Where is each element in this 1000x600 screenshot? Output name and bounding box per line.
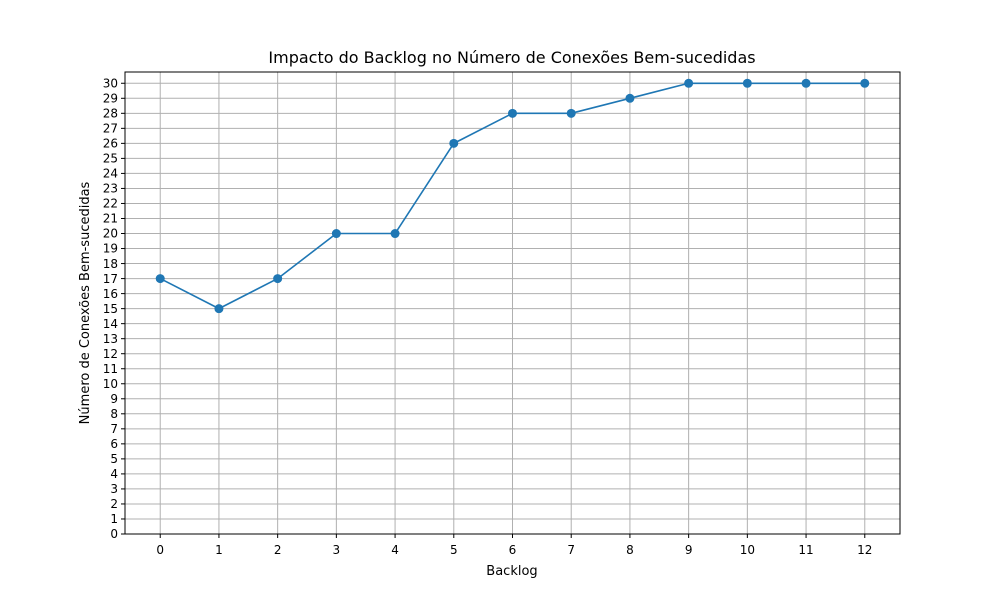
y-tick-label: 25	[103, 152, 118, 166]
y-tick-label: 17	[103, 272, 118, 286]
y-tick-label: 26	[103, 137, 118, 151]
y-tick-label: 24	[103, 167, 118, 181]
y-tick-label: 2	[110, 497, 118, 511]
y-tick-label: 5	[110, 452, 118, 466]
y-tick-label: 7	[110, 422, 118, 436]
x-tick-label: 7	[567, 543, 575, 557]
data-point	[449, 138, 459, 148]
x-tick-label: 4	[391, 543, 399, 557]
data-point	[155, 274, 165, 284]
y-tick-label: 3	[110, 482, 118, 496]
data-point	[390, 229, 400, 239]
y-tick-label: 14	[103, 317, 118, 331]
y-tick-label: 29	[103, 91, 118, 105]
y-tick-label: 19	[103, 242, 118, 256]
y-tick-label: 8	[110, 407, 118, 421]
data-point	[860, 78, 870, 88]
data-point	[214, 304, 224, 314]
y-axis: 0123456789101112131415161718192021222324…	[103, 76, 125, 541]
y-tick-label: 22	[103, 197, 118, 211]
y-tick-label: 13	[103, 332, 118, 346]
y-tick-label: 30	[103, 76, 118, 90]
y-tick-label: 10	[103, 377, 118, 391]
data-point	[625, 93, 635, 103]
y-tick-label: 16	[103, 287, 118, 301]
y-tick-label: 21	[103, 212, 118, 226]
y-axis-label: Número de Conexões Bem-sucedidas	[78, 181, 93, 424]
y-tick-label: 20	[103, 227, 118, 241]
y-tick-label: 27	[103, 122, 118, 136]
x-tick-label: 8	[626, 543, 634, 557]
x-tick-label: 5	[450, 543, 458, 557]
data-point	[273, 274, 283, 284]
y-tick-label: 18	[103, 257, 118, 271]
y-tick-label: 1	[110, 512, 118, 526]
data-point	[742, 78, 752, 88]
x-tick-label: 1	[215, 543, 223, 557]
x-tick-label: 3	[333, 543, 341, 557]
data-point	[566, 108, 576, 118]
x-tick-label: 10	[740, 543, 755, 557]
x-axis-label: Backlog	[486, 564, 537, 579]
y-tick-label: 15	[103, 302, 118, 316]
data-point	[684, 78, 694, 88]
chart-title: Impacto do Backlog no Número de Conexões…	[268, 48, 755, 67]
y-tick-label: 0	[110, 527, 118, 541]
x-tick-label: 9	[685, 543, 693, 557]
y-tick-label: 28	[103, 107, 118, 121]
y-tick-label: 4	[110, 467, 118, 481]
x-tick-label: 2	[274, 543, 282, 557]
y-tick-label: 11	[103, 362, 118, 376]
y-tick-label: 12	[103, 347, 118, 361]
data-point	[508, 108, 517, 118]
x-tick-label: 12	[857, 543, 872, 557]
y-tick-label: 9	[110, 392, 118, 406]
y-tick-label: 23	[103, 182, 118, 196]
data-point	[331, 229, 341, 239]
x-axis: 0 1 2 3 4 5 6 7 8 9 10 11 12	[156, 534, 872, 557]
data-point	[801, 78, 811, 88]
series-layer	[155, 78, 870, 314]
y-tick-label: 6	[110, 437, 118, 451]
x-tick-label: 0	[156, 543, 164, 557]
x-tick-label: 6	[509, 543, 517, 557]
x-tick-label: 11	[798, 543, 813, 557]
